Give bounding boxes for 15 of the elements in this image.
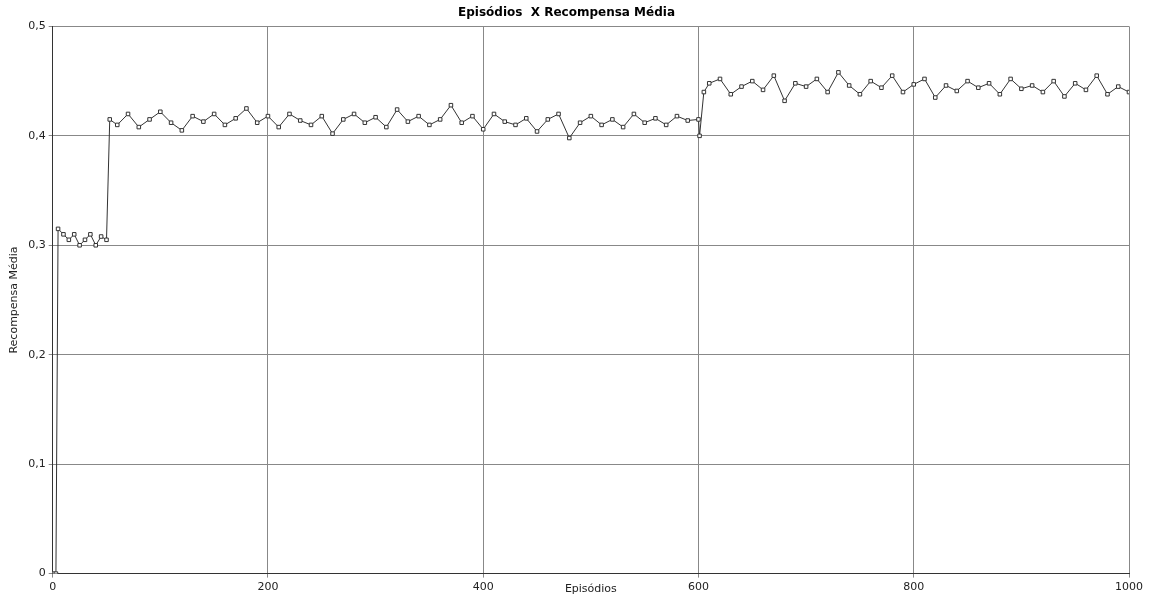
y-tick-label: 0,5 [28,19,46,33]
x-tick-label: 400 [472,580,494,594]
x-tick-label: 200 [257,580,279,594]
chart-title: Episódios X Recompensa Média [458,5,675,20]
y-tick-label: 0,4 [28,128,46,142]
y-tick-label: 0,3 [28,238,46,252]
x-axis-title: Episódios [564,582,618,596]
y-tick-label: 0,2 [28,347,46,361]
y-tick-label: 0 [38,566,46,580]
x-tick-label: 0 [49,580,57,594]
y-axis-title: Recompensa Média [7,246,21,354]
y-tick-label: 0,1 [28,457,46,471]
x-tick-label: 600 [687,580,709,594]
x-tick-label: 800 [903,580,925,594]
x-tick-label: 1000 [1115,580,1143,594]
